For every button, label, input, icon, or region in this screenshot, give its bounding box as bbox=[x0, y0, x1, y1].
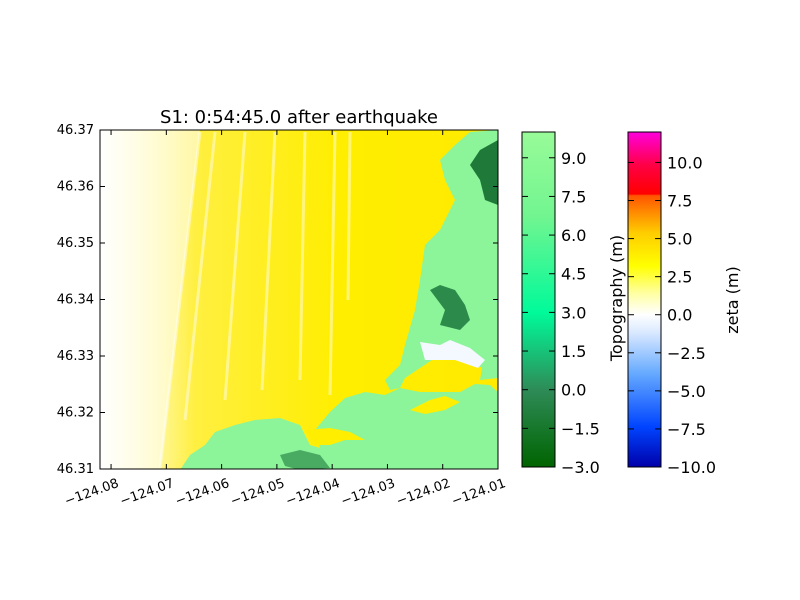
colorbar-tick-label: −10.0 bbox=[667, 458, 716, 477]
topography-colorbar-ticks: 9.0 7.5 6.0 4.5 3.0 1.5 0.0 −1.5 −3.0 bbox=[522, 149, 600, 477]
y-tick-label: 46.37 bbox=[57, 123, 94, 138]
colorbar-tick-label: 9.0 bbox=[561, 149, 586, 168]
x-tick-label: −124.05 bbox=[229, 476, 287, 509]
east-dark-inlet bbox=[470, 140, 498, 205]
inner-bay bbox=[420, 340, 485, 368]
x-tick-label: −124.02 bbox=[394, 476, 452, 509]
x-tick-label: −124.03 bbox=[339, 476, 397, 509]
wave-streaks bbox=[158, 131, 352, 469]
south-yellow-inlet-2 bbox=[410, 396, 460, 414]
x-tick-label: −124.04 bbox=[284, 476, 342, 509]
colorbar-tick-label: 3.0 bbox=[561, 303, 586, 322]
y-tick-label: 46.35 bbox=[57, 236, 94, 251]
colorbar-tick-label: 0.0 bbox=[667, 306, 692, 325]
x-tick-label: −124.07 bbox=[118, 476, 176, 509]
central-dark-inlet bbox=[430, 285, 470, 330]
chart-title: S1: 0:54:45.0 after earthquake bbox=[160, 107, 438, 128]
y-axis: 46.31 46.32 46.33 46.34 46.35 46.36 46.37 bbox=[57, 123, 498, 477]
colorbar-tick-label: −1.5 bbox=[561, 419, 600, 438]
colorbar-tick-label: −2.5 bbox=[667, 344, 706, 363]
colorbar-tick-label: 0.0 bbox=[561, 381, 586, 400]
y-tick-label: 46.34 bbox=[57, 293, 94, 308]
x-tick-label: −124.01 bbox=[450, 476, 508, 509]
topography-colorbar-label: Topography (m) bbox=[607, 235, 626, 362]
topography-colorbar: 9.0 7.5 6.0 4.5 3.0 1.5 0.0 −1.5 −3.0 Topography… bbox=[521, 131, 626, 477]
topography-colorbar-scale bbox=[521, 131, 556, 468]
colorbar-tick-label: 2.5 bbox=[667, 268, 692, 287]
colorbar-tick-label: 7.5 bbox=[667, 192, 692, 211]
zeta-colorbar-label: zeta (m) bbox=[723, 266, 742, 333]
colorbar-tick-label: 7.5 bbox=[561, 187, 586, 206]
zeta-colorbar-ticks: 10.0 7.5 5.0 2.5 0.0 −2.5 −5.0 −7.5 −10.0 bbox=[628, 153, 716, 477]
colorbar-tick-label: 10.0 bbox=[667, 153, 703, 172]
colorbar-tick-label: −7.5 bbox=[667, 420, 706, 439]
zeta-colorbar: 10.0 7.5 5.0 2.5 0.0 −2.5 −5.0 −7.5 −10.0 zeta (… bbox=[627, 131, 742, 477]
y-tick-label: 46.36 bbox=[57, 180, 94, 195]
y-tick-label: 46.33 bbox=[57, 349, 94, 364]
colorbar-tick-label: 1.5 bbox=[561, 342, 586, 361]
colorbar-tick-label: −3.0 bbox=[561, 458, 600, 477]
x-tick-label: −124.06 bbox=[173, 476, 231, 509]
south-dark-patch bbox=[280, 450, 330, 469]
y-tick-label: 46.31 bbox=[57, 462, 94, 477]
plot-area bbox=[100, 130, 498, 469]
zeta-colorbar-scale bbox=[627, 131, 662, 468]
south-yellow-inlet bbox=[305, 428, 365, 445]
y-tick-label: 46.32 bbox=[57, 406, 94, 421]
colorbar-tick-label: 6.0 bbox=[561, 226, 586, 245]
east-land bbox=[385, 130, 498, 390]
offshore-zone bbox=[100, 130, 200, 469]
colorbar-tick-label: 4.5 bbox=[561, 265, 586, 284]
colorbar-tick-label: −5.0 bbox=[667, 382, 706, 401]
south-land bbox=[180, 384, 498, 469]
colorbar-tick-label: 5.0 bbox=[667, 230, 692, 249]
x-tick-label: −124.08 bbox=[63, 476, 121, 509]
